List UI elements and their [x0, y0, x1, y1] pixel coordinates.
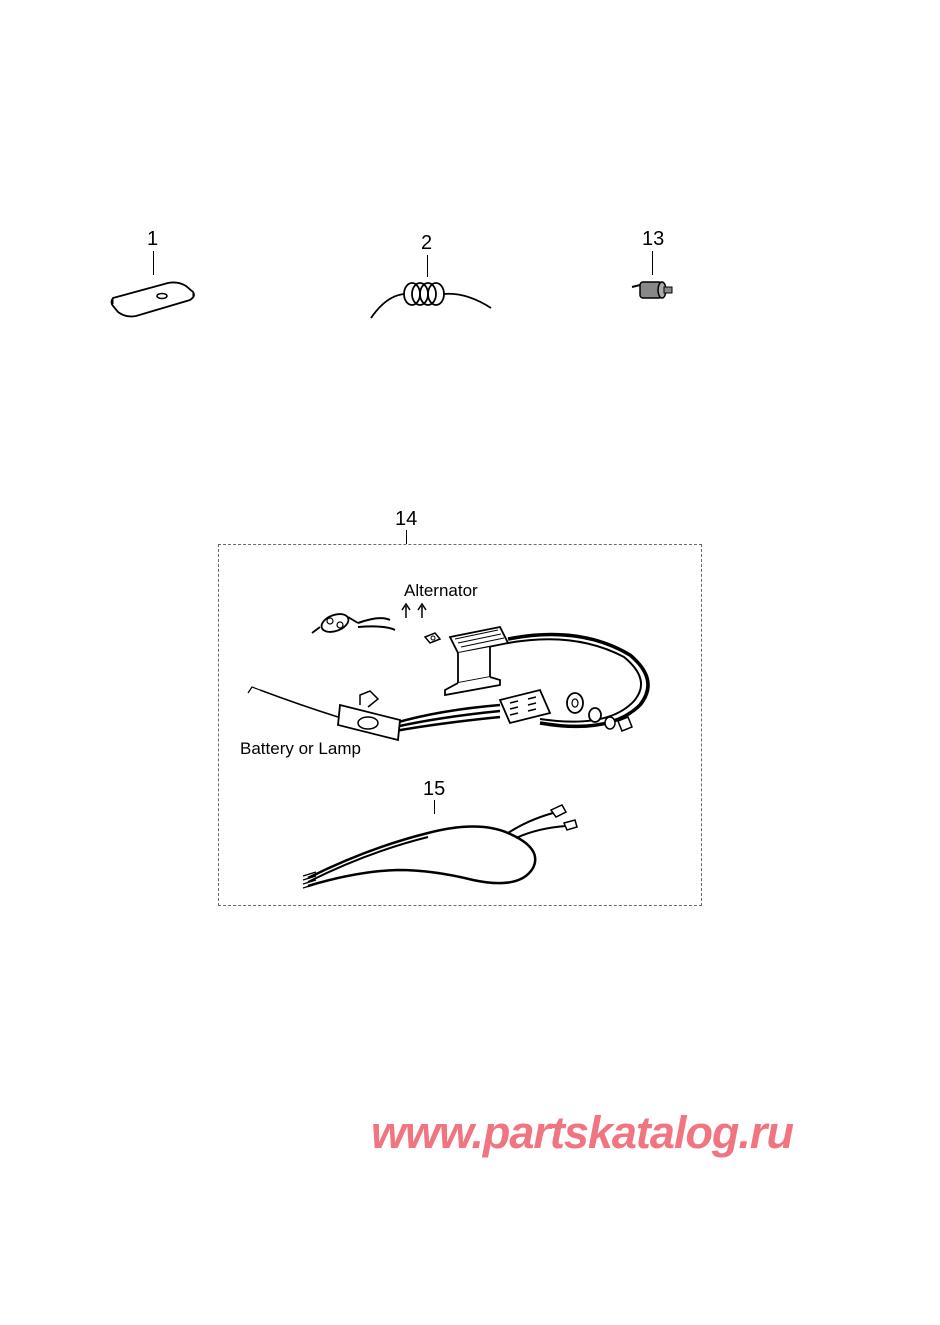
watermark-text: www.partskatalog.ru [371, 1107, 793, 1159]
parts-diagram: 1 2 13 14 Alternator Battery or Lamp [0, 0, 940, 1325]
callout-13-label: 13 [642, 228, 664, 251]
callout-2-line [427, 255, 428, 277]
callout-2-label: 2 [421, 232, 432, 255]
part-14-assembly [240, 595, 680, 770]
part-15-cable [298, 798, 578, 893]
callout-1-label: 1 [147, 228, 158, 251]
callout-1-line [153, 251, 154, 275]
part-2-spring [366, 276, 496, 324]
part-1-plate [108, 278, 198, 320]
part-13-connector [628, 277, 676, 303]
callout-14-label: 14 [395, 508, 417, 531]
callout-13-line [652, 251, 653, 275]
callout-14-line [406, 530, 407, 544]
